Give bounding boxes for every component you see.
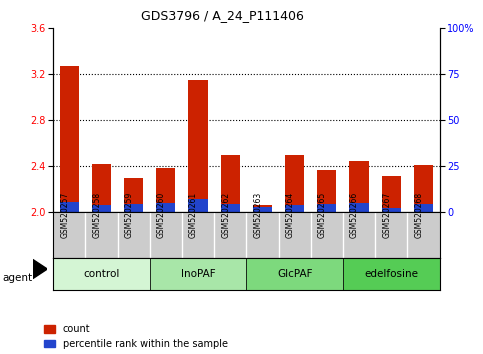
Bar [59,202,79,212]
Bar [343,258,440,290]
Text: GSM520266: GSM520266 [350,192,359,238]
Text: GDS3796 / A_24_P111406: GDS3796 / A_24_P111406 [141,9,304,22]
Bar [188,80,208,212]
Bar [349,161,369,212]
Bar [124,178,143,212]
Bar [349,203,369,212]
Text: InoPAF: InoPAF [181,269,215,279]
Text: GSM520259: GSM520259 [125,192,134,238]
Text: GSM520267: GSM520267 [382,192,391,238]
Bar [317,170,337,212]
Text: GlcPAF: GlcPAF [277,269,313,279]
Bar [285,205,304,212]
Text: GSM520263: GSM520263 [254,192,262,238]
Bar [253,207,272,212]
Bar [414,165,433,212]
Text: control: control [83,269,120,279]
Text: GSM520258: GSM520258 [92,192,101,238]
Bar [285,155,304,212]
Bar [317,204,337,212]
Bar [53,258,150,290]
Bar [253,205,272,212]
Text: GSM520264: GSM520264 [285,192,295,238]
Bar [59,66,79,212]
Text: GSM520268: GSM520268 [414,192,424,238]
Bar [382,208,401,212]
Bar [92,164,111,212]
Bar [92,205,111,212]
Bar [246,258,343,290]
Polygon shape [33,259,47,279]
Bar [150,258,246,290]
Bar [414,204,433,212]
Text: edelfosine: edelfosine [364,269,418,279]
Text: GSM520260: GSM520260 [157,192,166,238]
Bar [156,167,175,212]
Text: GSM520261: GSM520261 [189,192,198,238]
Bar [156,203,175,212]
Text: GSM520257: GSM520257 [60,192,69,238]
Legend: count, percentile rank within the sample: count, percentile rank within the sample [43,324,228,349]
Bar [188,199,208,212]
Bar [382,176,401,212]
Bar [124,204,143,212]
Text: agent: agent [2,273,32,283]
Bar [221,204,240,212]
Text: GSM520262: GSM520262 [221,192,230,238]
Text: GSM520265: GSM520265 [318,192,327,238]
Bar [221,155,240,212]
